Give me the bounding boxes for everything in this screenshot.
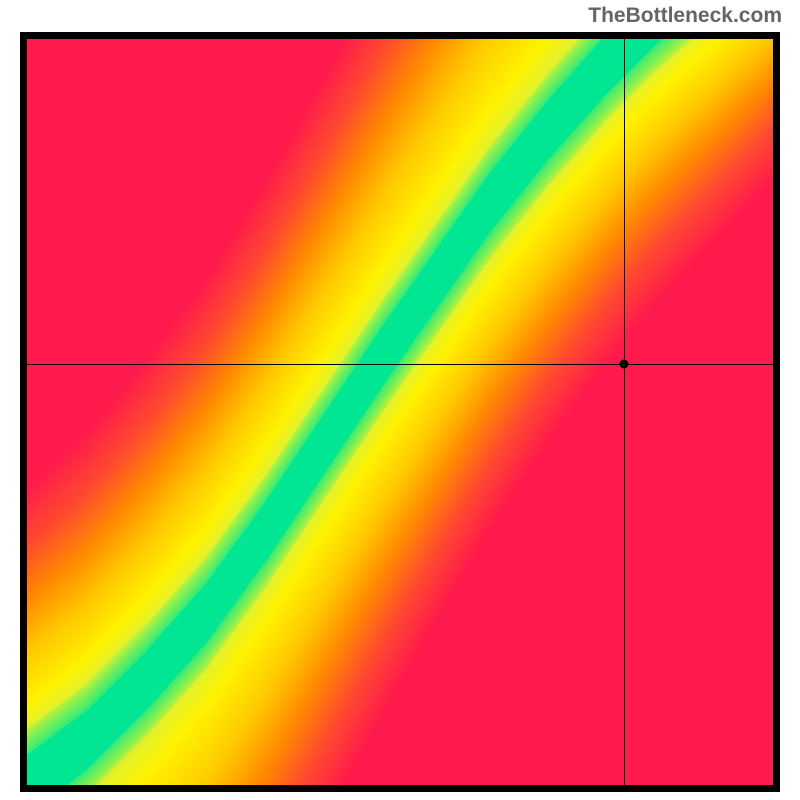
crosshair-vertical <box>624 39 625 785</box>
watermark-text: TheBottleneck.com <box>588 4 782 28</box>
crosshair-horizontal <box>27 364 773 365</box>
selection-marker-dot <box>619 359 628 368</box>
chart-container: TheBottleneck.com <box>0 0 800 800</box>
plot-frame <box>20 32 780 792</box>
bottleneck-heatmap <box>27 39 773 785</box>
